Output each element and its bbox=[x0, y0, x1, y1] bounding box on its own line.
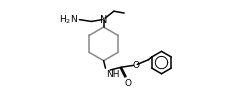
Text: O: O bbox=[124, 79, 131, 88]
Text: N: N bbox=[100, 15, 107, 25]
Text: NH: NH bbox=[106, 70, 120, 79]
Text: O: O bbox=[133, 61, 140, 70]
Text: H$_2$N: H$_2$N bbox=[58, 13, 77, 26]
